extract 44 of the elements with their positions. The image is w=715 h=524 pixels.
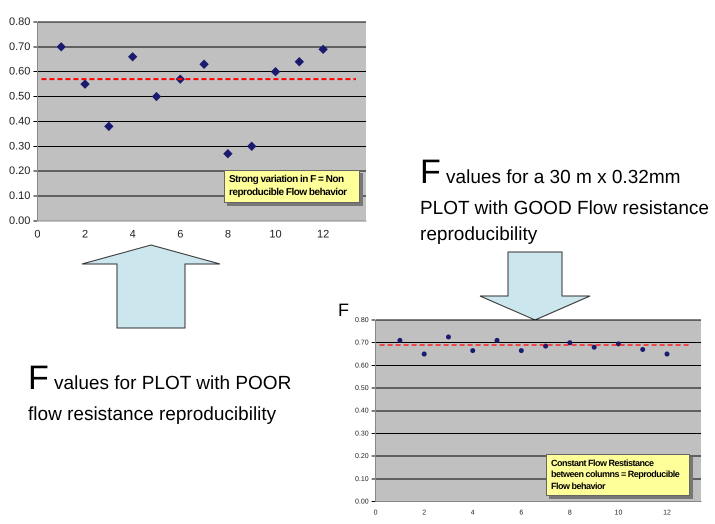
point — [664, 352, 670, 357]
x-tick-label: 12 — [317, 228, 330, 240]
y-tick-label: 0.50 — [8, 90, 30, 103]
point — [152, 92, 161, 102]
point — [470, 348, 476, 354]
y-tick-label: 0.20 — [8, 165, 30, 178]
annotation: Strong variation in F = Non reproducible Flow behavior — [224, 170, 360, 203]
point — [518, 348, 524, 354]
y-tick-label: 0.10 — [8, 190, 30, 202]
y-axis-title: F — [338, 300, 349, 321]
point — [616, 341, 621, 346]
x-tick-label: 2 — [82, 228, 88, 240]
point — [104, 122, 114, 131]
point — [543, 344, 548, 349]
y-tick-label: 0.40 — [8, 115, 30, 128]
point — [640, 347, 646, 352]
point — [422, 352, 427, 357]
x-tick-label: 4 — [130, 228, 136, 240]
x-tick-label: 10 — [269, 228, 282, 240]
point — [397, 338, 402, 343]
y-tick-label: 0.80 — [8, 16, 30, 28]
x-tick-label: 6 — [177, 228, 184, 240]
x-tick-label: 8 — [224, 228, 231, 240]
text: F values for PLOT with POOR flow resistance reproducibility — [28, 358, 292, 427]
x-tick-label: 0 — [34, 228, 40, 240]
text: F values for a 30 m x 0.32mm PLOT with GOOD Flow resistance reproducibility — [420, 152, 710, 247]
y-tick-label: 0.00 — [8, 214, 30, 227]
point — [446, 334, 451, 340]
point — [271, 67, 280, 76]
point — [56, 42, 66, 52]
point — [80, 80, 90, 89]
point — [128, 52, 138, 62]
point — [592, 344, 597, 350]
point — [494, 338, 500, 343]
point — [318, 44, 328, 54]
point — [200, 60, 209, 69]
point — [223, 149, 232, 158]
point — [567, 340, 572, 346]
annotation: Constant Flow Restistance between columns = Reproducible Flow behavior — [546, 454, 690, 496]
y-tick-label: 0.30 — [8, 140, 30, 152]
y-tick-label: 0.60 — [8, 66, 30, 78]
point — [294, 57, 304, 66]
point — [247, 142, 256, 151]
y-tick-label: 0.70 — [8, 40, 30, 53]
